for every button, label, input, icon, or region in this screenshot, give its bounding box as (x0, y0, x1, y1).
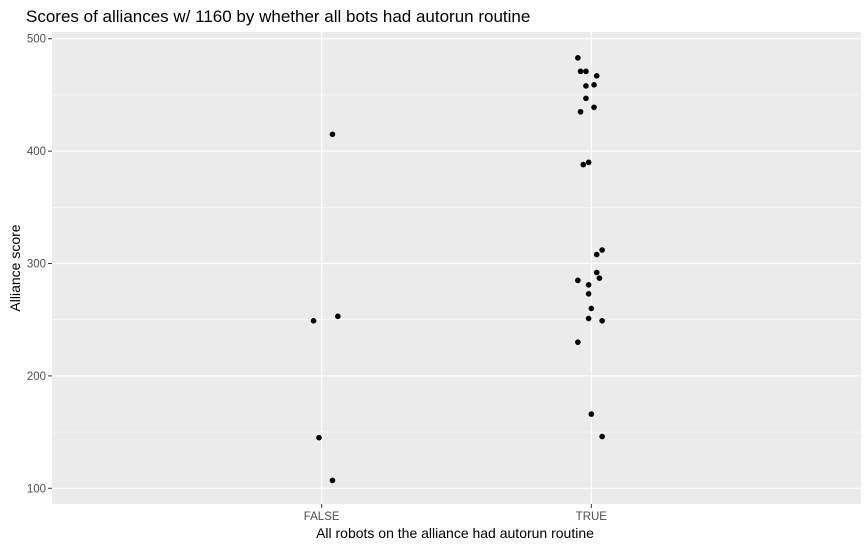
data-point (310, 318, 317, 324)
y-tick-label: 200 (27, 371, 46, 383)
data-point (588, 411, 595, 417)
data-points (310, 55, 605, 484)
data-point (577, 108, 584, 115)
data-point (596, 275, 603, 281)
data-point (583, 68, 589, 75)
data-point (599, 433, 605, 440)
plot-panel (52, 32, 861, 504)
data-point (575, 55, 581, 61)
axes: 100 200 300 400 500 FALSE TRUE (27, 34, 607, 523)
y-tick-label: 500 (27, 34, 46, 46)
data-point (329, 477, 336, 484)
data-point (585, 159, 592, 166)
data-point (591, 82, 597, 88)
chart-title: Scores of alliances w/ 1160 by whether a… (26, 7, 530, 26)
y-axis-title: Alliance score (7, 224, 23, 311)
data-point (585, 282, 592, 288)
data-point (591, 104, 597, 111)
data-point (583, 83, 589, 89)
data-point (593, 73, 600, 79)
x-tick-label: TRUE (576, 511, 608, 523)
data-point (575, 339, 581, 345)
data-point (580, 161, 587, 168)
gridlines (52, 32, 861, 504)
data-point (585, 315, 592, 322)
data-point (335, 313, 341, 320)
data-point (329, 131, 336, 138)
data-point (599, 318, 605, 324)
y-tick-label: 400 (27, 146, 46, 158)
x-axis-title: All robots on the alliance had autorun r… (316, 525, 594, 541)
data-point (588, 305, 595, 312)
y-tick-label: 300 (27, 259, 46, 271)
data-point (577, 68, 584, 75)
data-point (575, 277, 581, 284)
data-point (583, 95, 589, 102)
data-point (585, 291, 592, 297)
y-tick-label: 100 (27, 483, 46, 495)
x-tick-label: FALSE (304, 511, 340, 523)
data-point (593, 269, 600, 276)
data-point (316, 434, 322, 441)
data-point (593, 251, 600, 258)
data-point (599, 247, 605, 253)
